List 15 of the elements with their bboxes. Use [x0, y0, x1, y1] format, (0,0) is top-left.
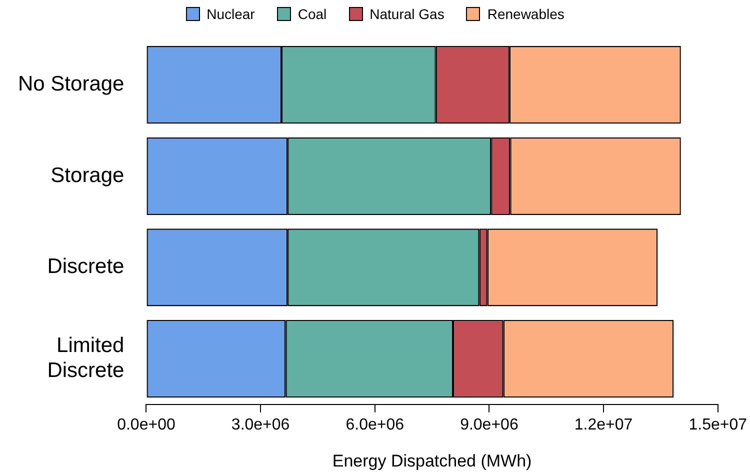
series-label: Coal [298, 6, 327, 22]
legend-label: Nuclear [206, 6, 255, 22]
x-tick-label: 6.0e+06 [346, 416, 404, 434]
legend-label: Natural Gas [370, 6, 444, 22]
x-tick-label: 3.0e+06 [231, 416, 290, 434]
x-tick-label: 9.0e+06 [460, 416, 518, 434]
x-tick-label: 1.5e+07 [688, 416, 748, 434]
y-tick-label: No Storage [18, 72, 124, 96]
x-axis-title: Energy Dispatched (MWh) [332, 451, 532, 470]
legend-label: Renewables [487, 6, 564, 22]
y-tick-label: Discrete [47, 255, 124, 278]
y-tick-label: Storage [50, 164, 124, 187]
x-tick-label: 0.0e+00 [117, 416, 176, 434]
y-tick-label: Limited Discrete [47, 334, 124, 382]
x-tick-label: 1.2e+07 [574, 416, 633, 434]
